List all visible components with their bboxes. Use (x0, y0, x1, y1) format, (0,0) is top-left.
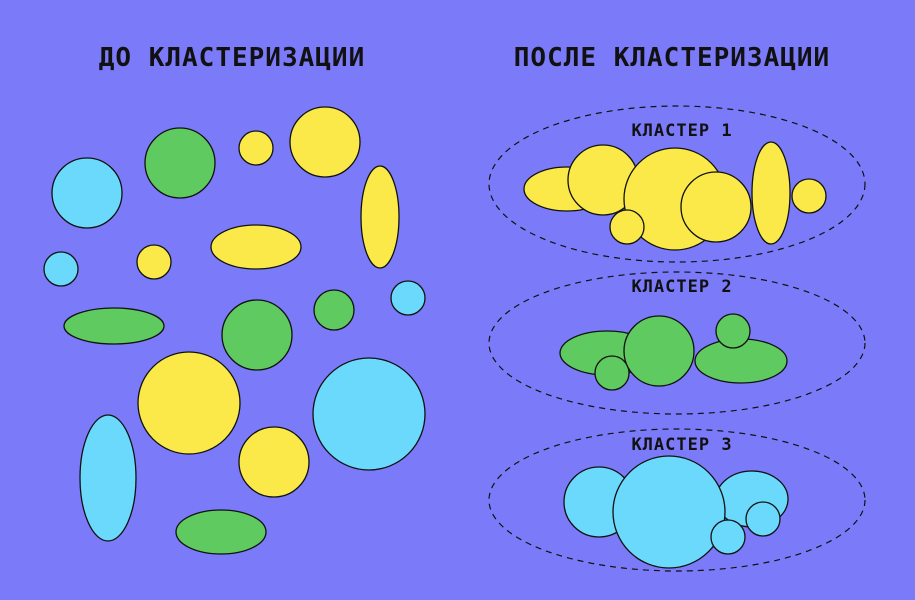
shape-yellow-circle (238, 426, 310, 498)
cluster-1-label: КЛАСТЕР 1 (631, 121, 732, 141)
shape-green-circle (221, 299, 293, 371)
cluster-3-boundary (488, 428, 866, 572)
shape-yellow-circle (609, 209, 645, 245)
cluster-1: КЛАСТЕР 1 (488, 105, 866, 263)
cluster-2-boundary (488, 271, 866, 415)
shape-yellow-ellipse (360, 165, 400, 269)
shape-blue-circle (612, 455, 726, 569)
shape-blue-ellipse (79, 414, 137, 542)
shape-yellow-circle (238, 130, 274, 166)
shape-green-ellipse (175, 509, 267, 555)
shape-yellow-circle (137, 351, 241, 455)
before-clustering-title: ДО КЛАСТЕРИЗАЦИИ (99, 43, 365, 73)
after-clustering-title: ПОСЛЕ КЛАСТЕРИЗАЦИИ (514, 43, 830, 73)
shape-yellow-ellipse (751, 141, 791, 245)
shape-yellow-ellipse (210, 224, 302, 270)
shape-green-circle (313, 289, 355, 331)
cluster-1-boundary (488, 105, 866, 263)
shape-blue-circle (43, 251, 79, 287)
cluster-2-label: КЛАСТЕР 2 (631, 277, 732, 297)
shape-yellow-circle (680, 171, 752, 243)
shape-blue-circle (745, 501, 781, 537)
shape-yellow-circle (136, 244, 172, 280)
shape-green-circle (623, 315, 695, 387)
shape-green-ellipse (63, 307, 165, 345)
cluster-2: КЛАСТЕР 2 (488, 271, 866, 415)
shape-green-circle (594, 355, 630, 391)
cluster-3: КЛАСТЕР 3 (488, 428, 866, 572)
shape-blue-circle (312, 357, 426, 471)
cluster-3-label: КЛАСТЕР 3 (631, 435, 732, 455)
shape-blue-circle (710, 519, 746, 555)
shape-blue-circle (51, 157, 123, 229)
shape-yellow-circle (791, 178, 827, 214)
shape-yellow-circle (289, 106, 361, 178)
shape-blue-circle (390, 280, 426, 316)
unclustered-shapes (43, 106, 426, 555)
shape-green-circle (715, 313, 751, 349)
shape-green-circle (144, 127, 216, 199)
